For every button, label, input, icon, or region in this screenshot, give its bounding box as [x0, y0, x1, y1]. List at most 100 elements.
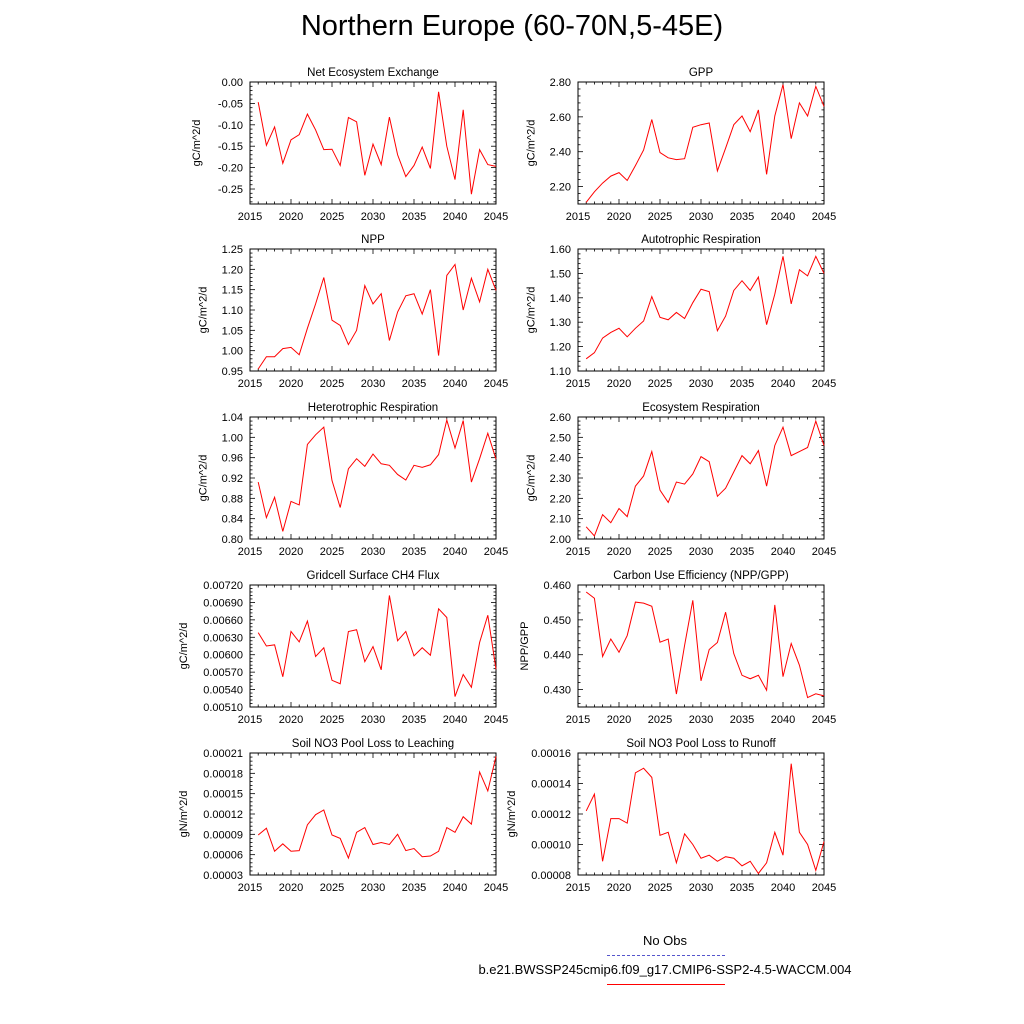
series-line [585, 419, 825, 537]
panel-7: Carbon Use Efficiency (NPP/GPP) 2015 2020 2… [519, 570, 836, 726]
x-tick-label: 2045 [812, 546, 836, 558]
x-tick-label: 2030 [689, 378, 713, 390]
x-tick-label: 2035 [730, 546, 754, 558]
y-tick-label: 0.00010 [531, 840, 571, 852]
y-tick-label: -0.15 [218, 141, 243, 153]
y-tick-label: 0.80 [222, 534, 243, 546]
y-tick-label: 1.20 [550, 342, 571, 354]
y-tick-label: 2.80 [550, 77, 571, 89]
x-tick-label: 2035 [730, 378, 754, 390]
panel-title: Carbon Use Efficiency (NPP/GPP) [613, 570, 789, 582]
y-tick-label: -0.05 [218, 98, 243, 110]
x-tick-label: 2020 [279, 378, 303, 390]
panel-title: Soil NO3 Pool Loss to Leaching [292, 738, 454, 750]
y-tick-label: 1.04 [222, 412, 243, 424]
x-tick-label: 2020 [607, 882, 631, 894]
x-tick-label: 2030 [361, 882, 385, 894]
x-tick-label: 2045 [484, 211, 508, 223]
panel-5: Ecosystem Respiration 2015 2020 2025 2030 203… [525, 402, 836, 558]
x-tick-label: 2045 [812, 211, 836, 223]
y-tick-label: 0.00014 [531, 779, 571, 791]
series-line [257, 756, 497, 860]
x-tick-label: 2030 [689, 211, 713, 223]
series-line [585, 591, 825, 699]
x-tick-label: 2035 [730, 714, 754, 726]
x-tick-label: 2040 [771, 546, 795, 558]
x-tick-label: 2015 [238, 211, 262, 223]
y-tick-label: 0.00012 [531, 809, 571, 821]
y-tick-label: 2.40 [550, 147, 571, 159]
x-tick-label: 2040 [771, 211, 795, 223]
y-axis-label: gN/m^2/d [178, 791, 190, 838]
x-tick-label: 2045 [484, 546, 508, 558]
x-tick-label: 2035 [402, 378, 426, 390]
panel-title: Gridcell Surface CH4 Flux [307, 570, 440, 582]
y-axis-label: gN/m^2/d [506, 791, 518, 838]
y-axis-label: gC/m^2/d [191, 120, 203, 167]
x-tick-label: 2020 [279, 546, 303, 558]
y-tick-label: 0.92 [222, 473, 243, 485]
series-line [257, 595, 497, 697]
series-line [585, 255, 825, 360]
x-tick-label: 2025 [648, 378, 672, 390]
y-tick-label: 0.00008 [531, 870, 571, 882]
x-tick-label: 2040 [443, 714, 467, 726]
y-tick-label: 1.05 [222, 325, 243, 337]
x-tick-label: 2035 [402, 882, 426, 894]
y-tick-label: -0.20 [218, 163, 243, 175]
panel-title: Autotrophic Respiration [641, 234, 761, 246]
x-tick-label: 2020 [279, 882, 303, 894]
panel-title: Ecosystem Respiration [642, 402, 760, 414]
y-tick-label: 1.10 [222, 305, 243, 317]
y-tick-label: 1.30 [550, 317, 571, 329]
x-tick-label: 2020 [279, 211, 303, 223]
y-tick-label: 0.440 [543, 650, 571, 662]
x-tick-label: 2045 [484, 882, 508, 894]
y-axis-label: gC/m^2/d [197, 287, 209, 334]
x-tick-label: 2040 [443, 546, 467, 558]
x-tick-label: 2020 [607, 211, 631, 223]
panel-title: Heterotrophic Respiration [308, 402, 438, 414]
x-tick-label: 2020 [607, 546, 631, 558]
y-tick-label: 0.430 [543, 685, 571, 697]
y-tick-label: 0.96 [222, 453, 243, 465]
y-tick-label: 1.00 [222, 346, 243, 358]
x-tick-label: 2020 [607, 714, 631, 726]
y-tick-label: 0.00009 [203, 829, 243, 841]
y-tick-label: 0.00630 [203, 632, 243, 644]
plot-frame [577, 248, 825, 372]
x-tick-label: 2030 [361, 714, 385, 726]
y-tick-label: 1.10 [550, 366, 571, 378]
panel-0: Net Ecosystem Exchange 2015 2020 2025 2030 20… [191, 67, 508, 223]
legend-obs-line [607, 955, 725, 956]
panel-title: Soil NO3 Pool Loss to Runoff [626, 738, 776, 750]
x-tick-label: 2025 [320, 378, 344, 390]
x-tick-label: 2040 [771, 714, 795, 726]
y-tick-label: 0.00006 [203, 850, 243, 862]
y-tick-label: -0.25 [218, 184, 243, 196]
x-tick-label: 2045 [812, 714, 836, 726]
x-tick-label: 2015 [566, 378, 590, 390]
x-tick-label: 2030 [361, 546, 385, 558]
x-tick-label: 2015 [238, 378, 262, 390]
x-tick-label: 2025 [648, 882, 672, 894]
y-axis-label: NPP/GPP [519, 622, 531, 671]
y-tick-label: 0.450 [543, 615, 571, 627]
y-tick-label: 2.30 [550, 473, 571, 485]
x-tick-label: 2025 [320, 211, 344, 223]
y-axis-label: gC/m^2/d [525, 120, 537, 167]
y-tick-label: -0.10 [218, 120, 243, 132]
x-tick-label: 2040 [771, 882, 795, 894]
y-tick-label: 1.20 [222, 264, 243, 276]
y-tick-label: 0.00660 [203, 615, 243, 627]
legend-obs-label: No Obs [642, 933, 688, 948]
y-tick-label: 0.00015 [203, 789, 243, 801]
x-tick-label: 2015 [566, 546, 590, 558]
y-tick-label: 1.00 [222, 432, 243, 444]
figure-title: Northern Europe (60-70N,5-45E) [300, 10, 724, 42]
x-tick-label: 2030 [689, 546, 713, 558]
x-tick-label: 2040 [443, 882, 467, 894]
y-axis-label: gC/m^2/d [525, 287, 537, 334]
x-tick-label: 2025 [648, 211, 672, 223]
